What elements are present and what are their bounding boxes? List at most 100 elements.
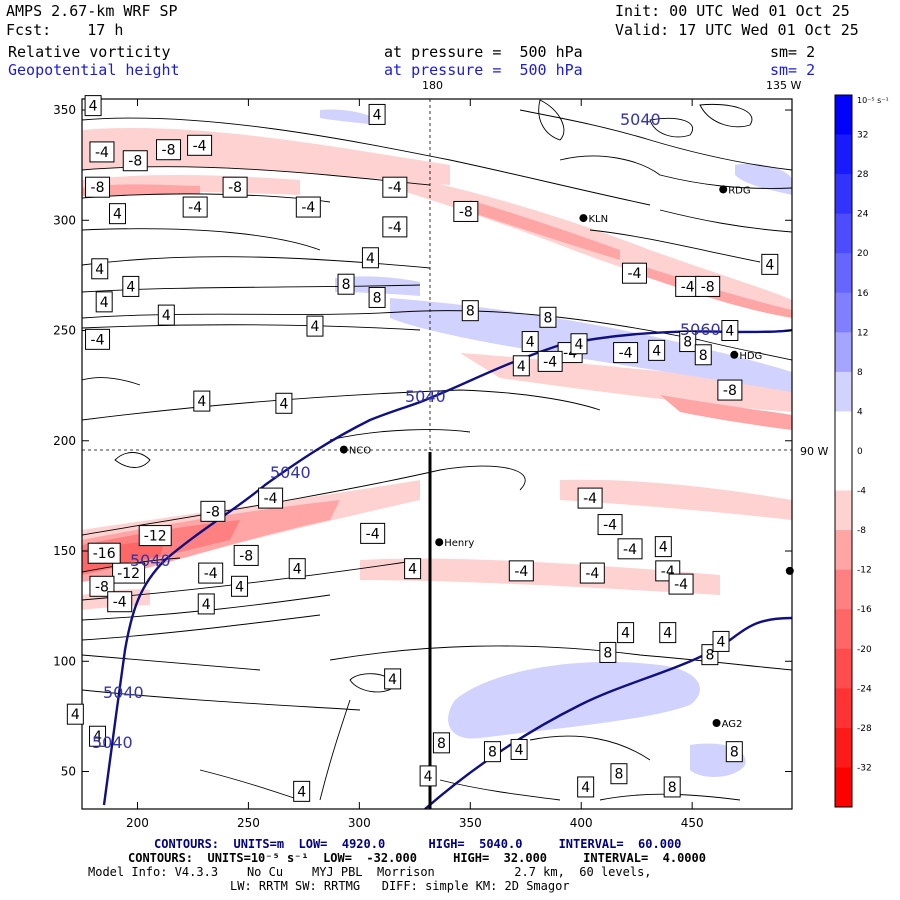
vorticity-contour-label: 4 <box>306 315 324 337</box>
vorticity-contour-label: 8 <box>483 741 501 763</box>
svg-text:4: 4 <box>297 784 306 800</box>
y-tick-label: 250 <box>53 324 76 338</box>
svg-text:8: 8 <box>705 648 714 664</box>
model-title: AMPS 2.67-km WRF SP <box>6 2 178 20</box>
svg-text:8: 8 <box>730 745 739 761</box>
svg-text:4: 4 <box>95 262 104 278</box>
svg-text:8: 8 <box>437 736 446 752</box>
svg-text:HDG: HDG <box>739 351 762 362</box>
svg-text:KLN: KLN <box>588 214 608 225</box>
y-tick-label: 350 <box>53 103 76 117</box>
vorticity-contour-label: 4 <box>275 392 293 414</box>
colorbar-swatch <box>835 767 852 808</box>
footer-model-info-2: LW: RRTM SW: RRTMG DIFF: simple KM: 2D S… <box>230 879 570 893</box>
svg-text:4: 4 <box>388 672 397 688</box>
colorbar-swatch <box>835 174 852 215</box>
colorbar-tick-label: 16 <box>857 289 869 299</box>
svg-text:4: 4 <box>659 540 668 556</box>
svg-text:4: 4 <box>293 562 302 578</box>
svg-text:4: 4 <box>197 394 206 410</box>
svg-text:-4: -4 <box>388 180 402 196</box>
svg-text:-12: -12 <box>117 566 140 582</box>
y-tick-label: 100 <box>53 654 76 668</box>
station-marker: NCO <box>339 445 371 457</box>
x-axis: 200 250 300 350 400 450 <box>126 99 704 830</box>
colorbar-frame <box>834 94 853 808</box>
vorticity-contour-label: -4 <box>382 176 408 198</box>
vorticity-contour-label: 8 <box>539 306 557 328</box>
colorbar-tick-label: 0 <box>857 447 863 457</box>
vorticity-contour-label: -4 <box>198 562 224 584</box>
vorticity-contour-label: -4 <box>508 560 534 582</box>
vorticity-contour-label: 4 <box>712 630 730 652</box>
plot-frame <box>81 98 793 810</box>
vorticity-contour-label: 4 <box>288 558 306 580</box>
vorticity-contour-label: 8 <box>337 273 355 295</box>
svg-text:4: 4 <box>162 308 171 324</box>
vorticity-contour-label: -4 <box>85 328 111 350</box>
valid-time: Valid: 17 UTC Wed 01 Oct 25 <box>615 21 859 39</box>
colorbar-swatch <box>835 371 852 412</box>
height-contour-label: 5040 <box>103 683 144 702</box>
svg-text:4: 4 <box>424 769 433 785</box>
svg-text:-4: -4 <box>619 346 633 362</box>
svg-text:4: 4 <box>526 335 535 351</box>
colorbar-swatch <box>835 253 852 294</box>
svg-text:-4: -4 <box>301 200 315 216</box>
vorticity-contour-label: -4 <box>360 522 386 544</box>
colorbar-swatch <box>835 648 852 689</box>
svg-text:-8: -8 <box>128 154 142 170</box>
colorbar-tick-label: -8 <box>857 526 866 536</box>
colorbar-swatch <box>835 213 852 254</box>
station-marker: KLN <box>579 214 608 225</box>
colorbar-tick-label: -24 <box>857 684 872 694</box>
colorbar-swatch <box>835 451 852 492</box>
vorticity-contour-label: 4 <box>109 203 126 225</box>
vorticity-contour-label: 4 <box>577 776 595 798</box>
x-tick-label: 250 <box>237 816 260 830</box>
colorbar-tick-label: 20 <box>857 249 869 259</box>
lon-label-180: 180 <box>422 79 443 92</box>
vorticity-contour-label: -4 <box>537 350 563 372</box>
colorbar-tick-label: -28 <box>857 724 872 734</box>
vorticity-contour-label: 4 <box>231 575 249 597</box>
vorticity-contour-label: -8 <box>695 275 721 297</box>
vorticity-contour-label: -4 <box>258 487 284 509</box>
y-tick-label: 50 <box>61 765 76 779</box>
init-time: Init: 00 UTC Wed 01 Oct 25 <box>615 2 850 20</box>
svg-text:-4: -4 <box>681 279 695 295</box>
station-marker: AG2 <box>712 719 742 730</box>
field2-pressure: at pressure = 500 hPa <box>384 61 583 79</box>
svg-text:4: 4 <box>515 742 524 758</box>
lat-label-90w: 90 W <box>800 445 828 458</box>
svg-text:-8: -8 <box>91 180 105 196</box>
svg-text:-12: -12 <box>144 529 167 545</box>
vorticity-contour-label: -12 <box>138 525 172 547</box>
svg-text:-4: -4 <box>204 566 218 582</box>
svg-text:-4: -4 <box>264 491 278 507</box>
vorticity-contour-label: -4 <box>613 342 639 364</box>
vorticity-contour-label: 8 <box>679 331 697 353</box>
x-tick-label: 200 <box>126 816 149 830</box>
colorbar-swatch <box>835 411 852 452</box>
svg-text:-4: -4 <box>674 577 688 593</box>
colorbar-tick-label: 24 <box>857 210 869 220</box>
svg-text:8: 8 <box>543 310 552 326</box>
vorticity-contour-label: 4 <box>570 333 588 355</box>
svg-text:8: 8 <box>603 645 612 661</box>
svg-text:-4: -4 <box>388 220 402 236</box>
vorticity-contour-label: -4 <box>382 216 408 238</box>
vorticity-contour-label: -8 <box>156 139 182 161</box>
svg-text:-4: -4 <box>366 526 380 542</box>
svg-text:-8: -8 <box>701 279 715 295</box>
vorticity-contour-label: 4 <box>95 291 113 313</box>
colorbar-swatch <box>835 95 852 136</box>
svg-text:8: 8 <box>373 290 382 306</box>
vorticity-contour-label: 4 <box>648 339 666 361</box>
vorticity-contour-label: 4 <box>84 95 102 117</box>
svg-text:8: 8 <box>614 767 623 783</box>
vorticity-contour-label: -4 <box>107 591 133 613</box>
vorticity-contour-label: -8 <box>200 500 226 522</box>
vorticity-contour-label: 8 <box>725 741 743 763</box>
colorbar-tick-label: -4 <box>857 487 866 497</box>
